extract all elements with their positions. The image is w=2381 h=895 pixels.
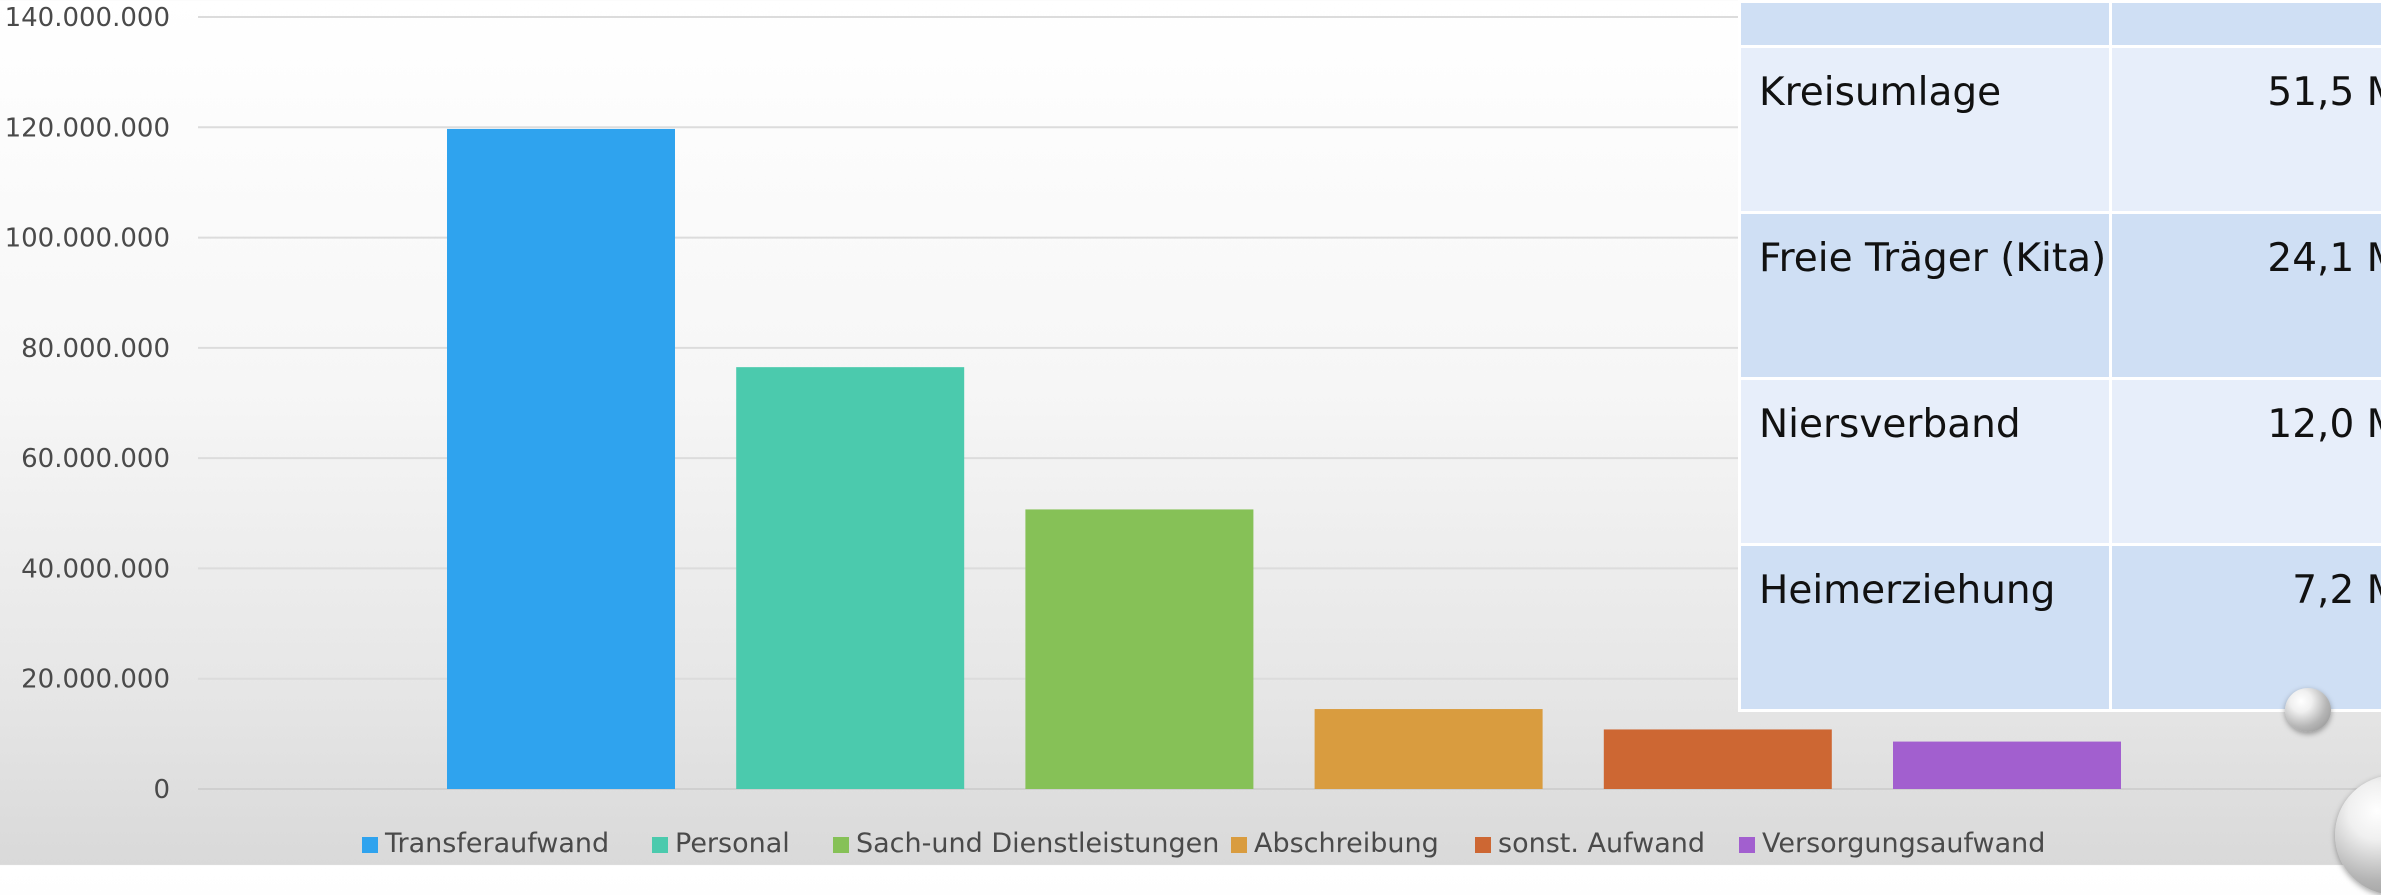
table-row: Heimerziehung 7,2 Mio: [1740, 545, 2381, 711]
y-tick-label: 60.000.000: [21, 444, 170, 474]
legend: Transferaufwand Personal Sach-und Dienstle…: [362, 828, 2045, 859]
bar: [736, 367, 964, 789]
y-tick-label: 20.000.000: [21, 665, 170, 695]
table-value-text: 24,1 Mio: [2197, 236, 2381, 281]
legend-label: Personal: [675, 828, 790, 859]
table-value-text: 7,2 Mio: [2197, 568, 2381, 613]
legend-swatch: [652, 837, 668, 853]
table-value-text: 12,0 Mio: [2197, 402, 2381, 447]
y-tick-label: 140.000.000: [5, 3, 170, 33]
legend-label: Transferaufwand: [384, 828, 609, 859]
table-header-name: [1740, 2, 2111, 47]
y-tick-label: 100.000.000: [5, 224, 170, 254]
table-row: Freie Träger (Kita) 24,1 Mio: [1740, 213, 2381, 379]
table-header-value: [2111, 2, 2381, 47]
legend-label: Sach-und Dienstleistungen: [856, 828, 1219, 859]
legend-swatch: [1231, 837, 1247, 853]
bar: [1893, 742, 2121, 789]
y-tick-label: 120.000.000: [5, 113, 170, 143]
table-cell-name: Freie Träger (Kita): [1740, 213, 2111, 379]
table-cell-name: Heimerziehung: [1740, 545, 2111, 711]
legend-label: Versorgungsaufwand: [1762, 828, 2045, 859]
table-cell-value: 24,1 Mio: [2111, 213, 2381, 379]
cost-table: Kreisumlage 51,5 Mio Freie Träger (Kita)…: [1738, 0, 2381, 712]
table-row: Niersverband 12,0 Mio: [1740, 379, 2381, 545]
legend-label: sonst. Aufwand: [1498, 828, 1705, 859]
table-cell-value: 7,2 Mio: [2111, 545, 2381, 711]
glass-bubble-icon: [2285, 688, 2331, 732]
y-tick-label: 0: [153, 775, 170, 805]
legend-swatch: [1739, 837, 1755, 853]
bar: [447, 129, 675, 789]
y-axis-tick-labels: 0 20.000.000 40.000.000 60.000.000 80.000.00…: [5, 3, 170, 805]
table-cell-name: Kreisumlage: [1740, 47, 2111, 213]
bar: [1315, 709, 1543, 789]
bar: [1604, 729, 1832, 789]
bar: [1025, 509, 1253, 789]
legend-label: Abschreibung: [1254, 828, 1439, 859]
legend-swatch: [833, 837, 849, 853]
legend-swatch: [1475, 837, 1491, 853]
table-row: Kreisumlage 51,5 Mio: [1740, 47, 2381, 213]
legend-swatch: [362, 837, 378, 853]
table-header-row: [1740, 2, 2381, 47]
table-value-text: 51,5 Mio: [2197, 70, 2381, 115]
y-tick-label: 80.000.000: [21, 334, 170, 364]
y-tick-label: 40.000.000: [21, 554, 170, 584]
table-cell-name: Niersverband: [1740, 379, 2111, 545]
table-cell-value: 12,0 Mio: [2111, 379, 2381, 545]
table-cell-value: 51,5 Mio: [2111, 47, 2381, 213]
